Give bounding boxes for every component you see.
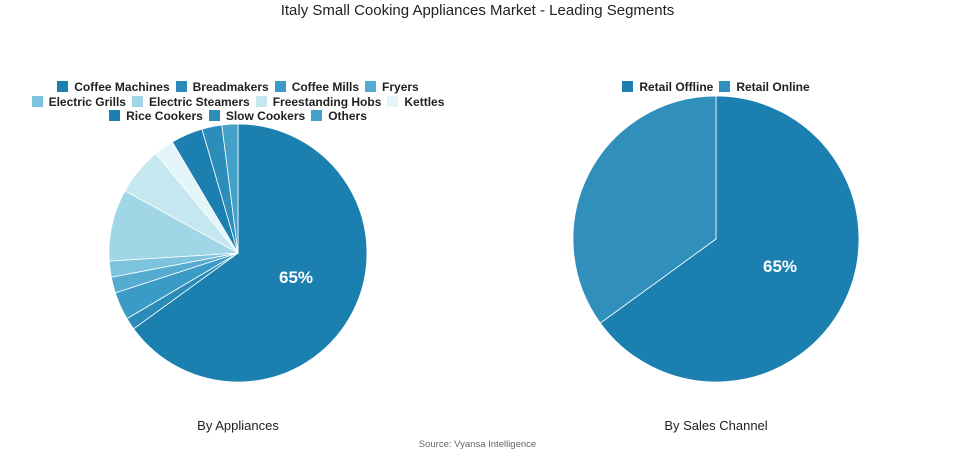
legend-item: Slow Cookers xyxy=(208,109,306,124)
legend-label: Coffee Machines xyxy=(74,80,170,94)
legend-item: Coffee Mills xyxy=(274,80,360,95)
legend-item: Retail Offline xyxy=(622,80,713,95)
legend-swatch xyxy=(255,95,267,107)
legend-label: Rice Cookers xyxy=(126,109,203,123)
legend-item: Retail Online xyxy=(719,80,810,95)
legend-sales-channel: Retail Offline Retail Online xyxy=(566,80,866,95)
legend-item: Others xyxy=(311,109,367,124)
pie-slice-others xyxy=(221,123,239,254)
legend-swatch xyxy=(175,81,187,92)
legend-swatch xyxy=(274,81,286,92)
legend-swatch xyxy=(31,95,43,107)
legend-label: Fryers xyxy=(382,80,419,94)
legend-label: Freestanding Hobs xyxy=(272,94,382,109)
legend-label: Retail Offline xyxy=(639,80,714,94)
legend-item: Breadmakers xyxy=(175,80,269,95)
pie-slice-retail-online xyxy=(572,95,717,324)
legend-appliances: Coffee Machines Breadmakers Coffee Mills Fr… xyxy=(10,80,466,124)
legend-swatch xyxy=(387,95,399,107)
data-label: 65% xyxy=(279,268,313,287)
legend-swatch xyxy=(57,81,69,92)
legend-label: Others xyxy=(328,109,367,123)
legend-swatch xyxy=(311,110,323,121)
legend-swatch xyxy=(719,81,731,92)
legend-label: Retail Online xyxy=(736,80,810,94)
source: Source: Vyansa Intelligence xyxy=(418,439,537,450)
legend-swatch xyxy=(131,95,143,107)
legend-item: Kettles xyxy=(387,95,444,110)
legend-label: Electric Steamers xyxy=(148,94,250,109)
legend-item: Electric Steamers xyxy=(131,94,250,110)
legend-item: Rice Cookers xyxy=(109,109,203,124)
legend-item: Fryers xyxy=(365,80,419,95)
chart-title: Italy Small Cooking Appliances Market - … xyxy=(280,2,675,19)
legend-swatch xyxy=(109,110,121,121)
legend-label: Breadmakers xyxy=(192,80,269,94)
legend-swatch xyxy=(365,81,377,92)
legend-swatch xyxy=(208,110,220,121)
legend-label: Kettles xyxy=(404,94,445,109)
caption-appliances: By Appliances xyxy=(197,418,279,433)
legend-label: Electric Grills xyxy=(48,94,126,109)
legend-item: Freestanding Hobs xyxy=(255,94,382,110)
legend-swatch xyxy=(622,81,634,92)
legend-label: Coffee Mills xyxy=(291,80,360,94)
legend-label: Slow Cookers xyxy=(225,109,306,123)
pie-slice-retail-offline xyxy=(599,95,860,383)
legend-item: Coffee Machines xyxy=(57,80,170,95)
pie-slice-coffee-machines xyxy=(133,123,368,383)
legend-item: Electric Grills xyxy=(31,94,126,110)
data-label: 65% xyxy=(763,257,797,276)
caption-sales-channel: By Sales Channel xyxy=(664,418,768,433)
